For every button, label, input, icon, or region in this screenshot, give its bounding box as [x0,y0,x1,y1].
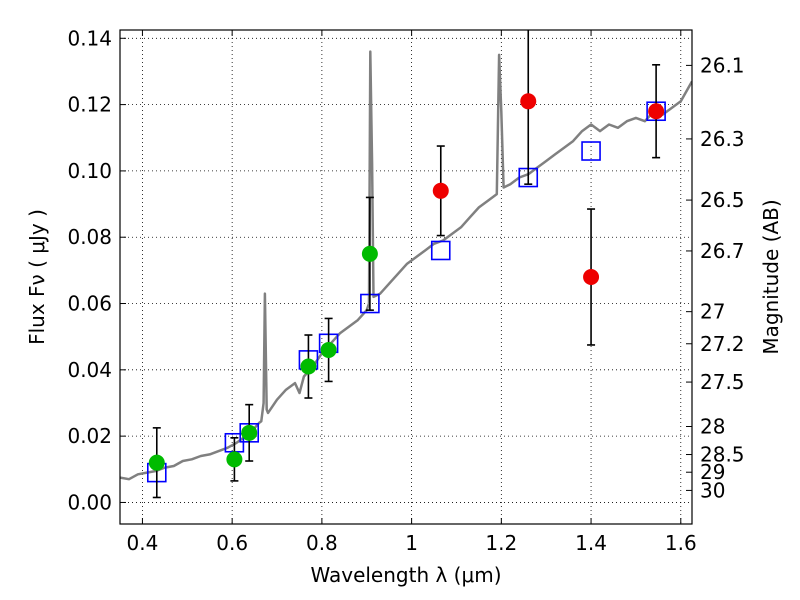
data-point [320,341,337,358]
data-point [648,103,665,120]
mag-tick-label: 26.1 [700,53,745,77]
y-axis-label: Flux Fν ( μJy ) [25,209,49,345]
x-tick-label: 0.8 [306,531,338,555]
data-point [583,269,600,285]
data-point [241,424,258,441]
x-axis-label: Wavelength λ (μm) [310,563,501,587]
model-square-marker [581,141,601,161]
x-tick-label: 1 [405,531,418,555]
mag-tick-label: 30 [700,478,725,502]
y-tick-label: 0.04 [67,358,112,382]
x-tick-label: 1.6 [665,531,697,555]
mag-tick-label: 28.5 [700,443,745,467]
data-point [226,451,243,468]
y-tick-label: 0.08 [67,225,112,249]
mag-tick-label: 27.2 [700,332,745,356]
x-tick-label: 0.6 [216,531,248,555]
plot-area [120,30,692,499]
right-axis-label: Magnitude (AB) [759,199,783,354]
x-tick-label: 0.4 [127,531,159,555]
x-tick-label: 1.4 [575,531,607,555]
plot-series [120,30,692,499]
mag-tick-label: 28 [700,414,725,438]
data-point [432,182,449,199]
data-point [520,93,537,110]
mag-tick-label: 27 [700,300,725,324]
mag-tick-label: 26.3 [700,127,745,151]
plot-frame [119,29,693,525]
y-tick-label: 0.02 [67,424,112,448]
spectrum-line [120,50,692,481]
y-tick-label: 0.14 [67,26,112,50]
y-tick-label: 0.00 [67,490,112,514]
grid-lines [120,30,692,524]
data-point [361,245,378,262]
y-tick-label: 0.12 [67,93,112,117]
model-square-marker [430,240,451,261]
x-tick-label: 1.2 [485,531,517,555]
y-tick-label: 0.10 [67,159,112,183]
mag-tick-label: 29 [700,460,725,484]
mag-tick-label: 26.5 [700,188,745,212]
data-point [148,454,165,471]
y-tick-label: 0.06 [67,292,112,316]
axis-ticks: 0.4 0.6 0.8 1 1.2 1.4 1.6 0.00 0.02 0.04 0.06 0.08 0… [67,26,744,555]
mag-tick-label: 26.7 [700,239,745,263]
mag-tick-label: 27.5 [700,370,745,394]
data-point [300,358,317,375]
